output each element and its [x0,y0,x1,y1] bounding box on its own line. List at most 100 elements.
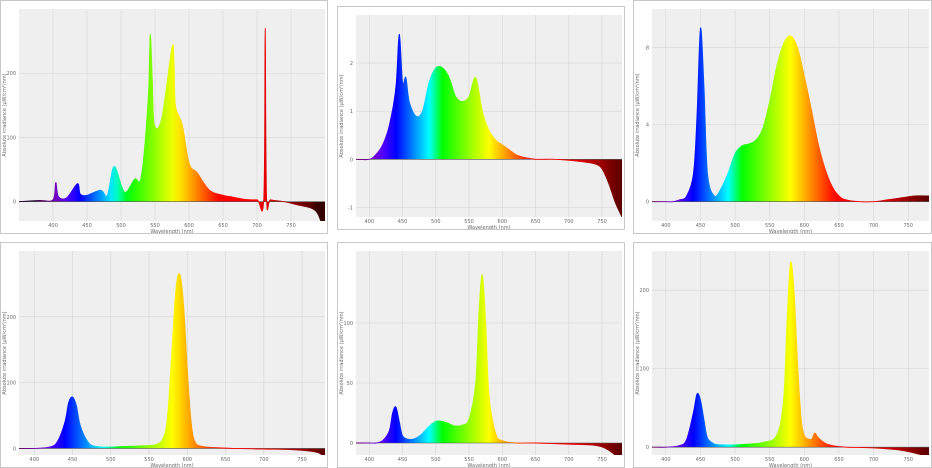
chart-panel-2: 400 450 500 550 600 650 700 750 -1 0 1 2 Wavelength … [337,6,625,230]
x-tick-label: 750 [286,223,296,229]
x-tick-label: 700 [564,219,574,225]
y-tick-label: 0 [646,445,649,451]
y-tick-label: 50 [347,381,353,387]
x-tick-label: 600 [800,223,810,229]
spectrum-area [652,261,929,455]
spectrum-area [19,273,325,455]
spectrum-line [356,33,622,217]
y-axis-label: Absolute irradiance (µW/cm²/nm) [2,73,8,156]
x-tick-label: 450 [696,223,706,229]
data-point [325,458,326,459]
x-tick-label: 400 [365,457,375,463]
x-tick-label: 550 [150,223,160,229]
y-tick-label: 0 [13,446,16,452]
x-tick-label: 750 [903,223,913,229]
spectrum-chart-3: 400 450 500 550 600 650 700 750 0 4 8 Wavelength (n… [635,9,929,234]
x-tick-label: 700 [259,457,269,463]
x-tick-label: 400 [48,223,58,229]
data-point [622,461,623,462]
y-axis-label: Absolute irradiance (µW/cm²/nm) [339,311,345,394]
x-tick-label: 450 [696,457,706,463]
x-tick-label: 550 [765,457,775,463]
y-tick-label: 0 [13,200,16,206]
x-tick-label: 700 [869,223,879,229]
x-tick-label: 600 [183,457,193,463]
x-tick-label: 700 [869,457,879,463]
data-point [929,458,930,459]
x-axis-label: Wavelength (nm) [769,463,812,468]
x-tick-label: 650 [834,457,844,463]
x-tick-label: 500 [730,223,740,229]
y-tick-label: 0 [350,441,353,447]
x-tick-label: 500 [431,457,441,463]
y-tick-label: 100 [343,321,353,327]
x-axis-label: Wavelength (nm) [467,463,510,468]
x-tick-label: 750 [597,219,607,225]
x-tick-label: 500 [106,457,116,463]
spectrum-chart-6: 400 450 500 550 600 650 700 750 0 100 200 Wavelengt… [635,251,930,468]
spectrum-chart-2: 400 450 500 550 600 650 700 750 -1 0 1 2 Wavelength … [339,15,622,230]
x-tick-label: 750 [903,457,913,463]
x-tick-label: 650 [221,457,231,463]
x-tick-label: 400 [661,457,671,463]
x-axis-label: Wavelength (nm) [150,463,193,468]
x-tick-label: 550 [464,457,474,463]
spectrum-line [19,27,322,221]
x-tick-label: 400 [365,219,375,225]
spectrum-line [652,261,924,455]
y-tick-label: 0 [350,157,353,163]
x-tick-label: 500 [116,223,126,229]
x-tick-label: 650 [531,219,541,225]
y-tick-label: 4 [646,123,649,129]
spectrum-line [652,27,929,203]
y-tick-label: 200 [6,315,16,321]
spectrum-area [19,28,325,221]
x-tick-label: 650 [531,457,541,463]
chart-panel-1: 400 450 500 550 600 650 700 750 0 100 200 Wavelengt… [0,0,328,234]
y-tick-label: 1 [350,109,353,115]
x-axis-label: Wavelength (nm) [467,225,510,230]
spectrum-line [356,274,616,455]
x-tick-label: 650 [834,223,844,229]
x-tick-label: 700 [252,223,262,229]
y-tick-label: 2 [350,61,353,67]
x-tick-label: 500 [730,457,740,463]
spectrum-line [19,273,323,455]
y-tick-label: 100 [6,135,16,141]
y-tick-label: -1 [348,205,353,211]
y-axis-label: Absolute irradiance (µW/cm²/nm) [635,311,641,394]
x-tick-label: 550 [464,219,474,225]
y-tick-label: 8 [646,46,649,52]
x-axis-label: Wavelength (nm) [150,229,193,234]
chart-panel-6: 400 450 500 550 600 650 700 750 0 100 200 Wavelengt… [633,242,932,468]
y-tick-label: 100 [6,381,16,387]
x-tick-label: 700 [564,457,574,463]
x-tick-label: 450 [82,223,92,229]
y-tick-label: 100 [639,367,649,373]
spectrum-area [356,34,622,217]
spectrum-area [652,27,929,202]
y-axis-label: Absolute irradiance (µW/cm²/nm) [2,311,8,394]
y-tick-label: 200 [639,288,649,294]
chart-panel-4: 400 450 500 550 600 650 700 750 0 100 200 Wavelengt… [0,242,328,468]
spectrum-chart-1: 400 450 500 550 600 650 700 750 0 100 200 Wavelengt… [2,9,325,234]
x-tick-label: 750 [597,457,607,463]
x-tick-label: 550 [765,223,775,229]
spectrum-chart-5: 400 450 500 550 600 650 700 750 0 50 100 Wavelength… [339,251,623,468]
x-tick-label: 550 [144,457,154,463]
x-tick-label: 400 [661,223,671,229]
x-tick-label: 600 [498,219,508,225]
x-tick-label: 600 [800,457,810,463]
y-tick-label: 0 [646,200,649,206]
x-tick-label: 450 [398,219,408,225]
x-axis-label: Wavelength (nm) [769,229,812,234]
x-tick-label: 600 [184,223,194,229]
chart-panel-3: 400 450 500 550 600 650 700 750 0 4 8 Wavelength (n… [633,0,932,234]
x-tick-label: 600 [498,457,508,463]
x-tick-label: 650 [218,223,228,229]
y-tick-label: 200 [6,71,16,77]
spectrum-area [356,274,622,455]
x-tick-label: 500 [431,219,441,225]
chart-panel-5: 400 450 500 550 600 650 700 750 0 50 100 Wavelength… [337,242,625,468]
x-tick-label: 400 [30,457,40,463]
